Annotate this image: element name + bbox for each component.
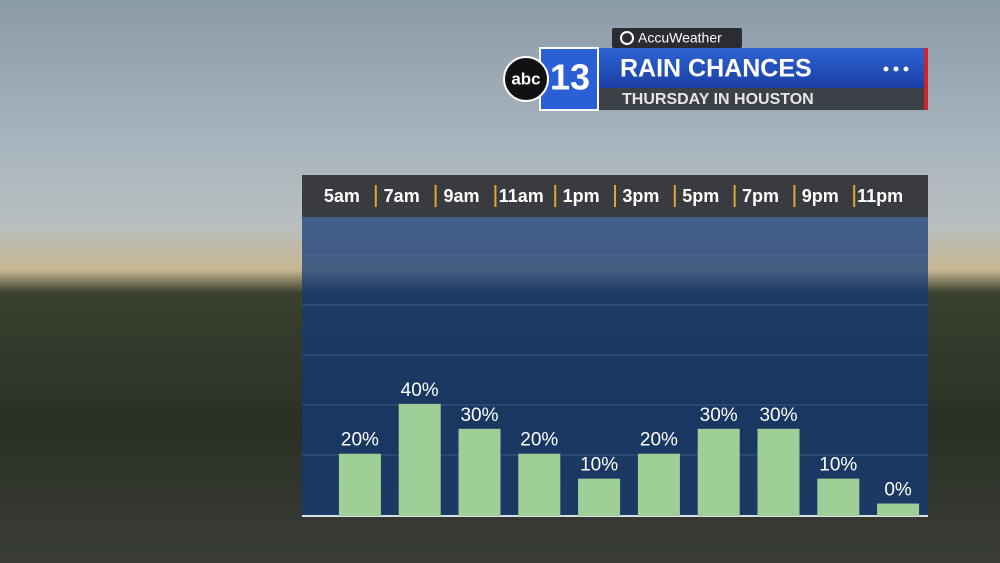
x-tick-label: 11am xyxy=(499,186,544,206)
separator xyxy=(853,185,856,207)
x-tick-label: 9am xyxy=(443,186,479,206)
separator xyxy=(554,185,557,207)
x-tick-label: 11pm xyxy=(857,186,903,206)
x-tick-label: 5am xyxy=(324,186,360,206)
x-tick-label: 9pm xyxy=(802,186,839,206)
bar xyxy=(398,403,441,516)
brand-tag xyxy=(612,28,742,48)
logo-network: abc xyxy=(511,69,540,88)
value-label: 30% xyxy=(700,405,738,426)
chart-subtitle: THURSDAY IN HOUSTON xyxy=(622,91,814,108)
x-tick-label: 7am xyxy=(384,186,420,206)
chart-title: RAIN CHANCES xyxy=(620,55,812,83)
separator xyxy=(614,185,616,207)
bar xyxy=(518,453,561,516)
value-label: 10% xyxy=(819,455,857,476)
bar xyxy=(338,453,381,516)
x-tick-label: 7pm xyxy=(742,186,779,206)
x-tick-label: 1pm xyxy=(563,186,600,206)
accent xyxy=(924,48,928,110)
brand-icon xyxy=(620,31,634,45)
title-bar xyxy=(598,48,925,88)
value-label: 20% xyxy=(341,430,379,451)
logo-box xyxy=(539,47,599,111)
subtitle-bar xyxy=(598,88,925,110)
separator xyxy=(733,185,736,207)
x-tick-label: 3pm xyxy=(622,186,659,206)
dot xyxy=(903,66,909,72)
value-label: 30% xyxy=(460,405,498,426)
value-label: 20% xyxy=(640,430,678,451)
bar xyxy=(757,428,800,516)
bar xyxy=(458,428,501,516)
separator xyxy=(793,185,796,207)
value-label: 0% xyxy=(884,480,912,501)
bar xyxy=(697,428,740,516)
brand: AccuWeather xyxy=(638,30,722,46)
logo-channel: 13 xyxy=(550,57,590,98)
dot xyxy=(893,66,899,72)
value-label: 20% xyxy=(520,430,558,451)
bar xyxy=(578,478,621,516)
logo-circle xyxy=(503,56,549,102)
value-label: 40% xyxy=(401,380,439,401)
separator xyxy=(434,185,437,207)
dot xyxy=(883,66,889,72)
bar xyxy=(817,478,860,516)
value-label: 30% xyxy=(759,405,797,426)
bar xyxy=(637,453,680,516)
value-label: 10% xyxy=(580,455,618,476)
separator xyxy=(494,185,497,207)
bar xyxy=(877,503,920,516)
x-tick-label: 5pm xyxy=(682,186,719,206)
separator xyxy=(374,185,377,207)
separator xyxy=(673,185,676,207)
